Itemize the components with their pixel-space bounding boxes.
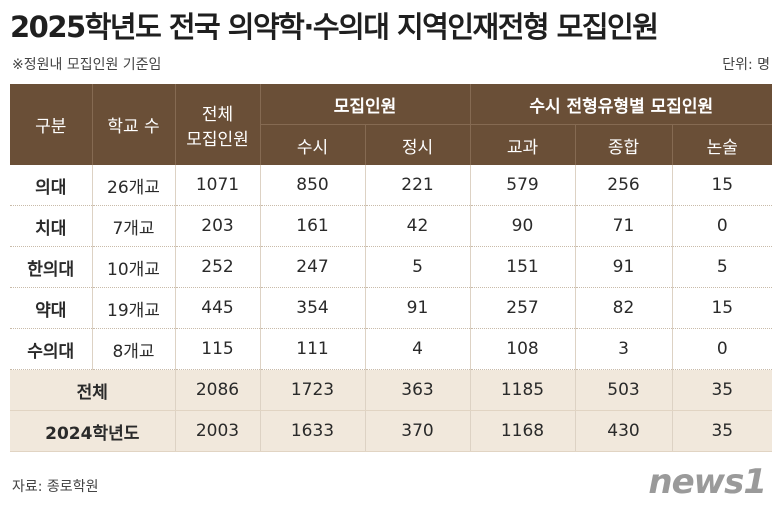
cell: 0 bbox=[671, 205, 773, 247]
table-row: 수의대 8개교 115 111 4 108 3 0 bbox=[10, 328, 773, 370]
table-row: 의대 26개교 1071 850 221 579 256 15 bbox=[10, 165, 773, 206]
cell: 1185 bbox=[469, 369, 575, 411]
cell: 579 bbox=[469, 165, 575, 206]
cell: 한의대 bbox=[10, 246, 92, 288]
cell: 약대 bbox=[10, 287, 92, 329]
header-row: 수시 정시 교과 종합 논술 bbox=[10, 124, 773, 165]
table-row: 한의대 10개교 252 247 5 151 91 5 bbox=[10, 246, 773, 288]
cell: 503 bbox=[574, 369, 672, 411]
cell: 2086 bbox=[174, 369, 260, 411]
cell: 치대 bbox=[10, 205, 92, 247]
cell: 15 bbox=[671, 287, 773, 329]
cell: 71 bbox=[574, 205, 672, 247]
header-group: 수시 전형유형별 모집인원 bbox=[469, 84, 773, 125]
cell: 2003 bbox=[174, 410, 260, 452]
cell: 354 bbox=[259, 287, 365, 329]
header-cell: 정시 bbox=[364, 124, 470, 165]
header-group: 모집인원 bbox=[259, 84, 470, 125]
cell: 445 bbox=[174, 287, 260, 329]
cell: 15 bbox=[671, 165, 773, 206]
cell: 26개교 bbox=[91, 165, 175, 206]
cell: 8개교 bbox=[91, 328, 175, 370]
table-row: 치대 7개교 203 161 42 90 71 0 bbox=[10, 205, 773, 247]
cell: 151 bbox=[469, 246, 575, 288]
header-cell: 구분 bbox=[10, 84, 92, 165]
cell: 370 bbox=[364, 410, 470, 452]
summary-row: 2024학년도 2003 1633 370 1168 430 35 bbox=[10, 410, 773, 452]
cell: 111 bbox=[259, 328, 365, 370]
cell: 203 bbox=[174, 205, 260, 247]
cell: 252 bbox=[174, 246, 260, 288]
cell: 35 bbox=[671, 369, 773, 411]
cell: 850 bbox=[259, 165, 365, 206]
cell: 전체 bbox=[10, 369, 175, 411]
table-row: 약대 19개교 445 354 91 257 82 15 bbox=[10, 287, 773, 329]
cell: 430 bbox=[574, 410, 672, 452]
cell: 247 bbox=[259, 246, 365, 288]
cell: 의대 bbox=[10, 165, 92, 206]
cell: 363 bbox=[364, 369, 470, 411]
cell: 10개교 bbox=[91, 246, 175, 288]
cell: 257 bbox=[469, 287, 575, 329]
header-cell: 수시 bbox=[259, 124, 365, 165]
unit: 단위: 명 bbox=[722, 57, 770, 73]
cell: 221 bbox=[364, 165, 470, 206]
cell: 82 bbox=[574, 287, 672, 329]
cell: 256 bbox=[574, 165, 672, 206]
header-cell: 교과 bbox=[469, 124, 575, 165]
cell: 90 bbox=[469, 205, 575, 247]
cell: 7개교 bbox=[91, 205, 175, 247]
header-line: 모집인원 bbox=[186, 129, 249, 150]
cell: 115 bbox=[174, 328, 260, 370]
cell: 1071 bbox=[174, 165, 260, 206]
cell: 2024학년도 bbox=[10, 410, 175, 452]
cell: 0 bbox=[671, 328, 773, 370]
cell: 35 bbox=[671, 410, 773, 452]
header-line: 전체 bbox=[201, 104, 234, 125]
header-cell: 논술 bbox=[671, 124, 773, 165]
header-cell: 학교 수 bbox=[91, 84, 175, 165]
note: ※정원내 모집인원 기준임 bbox=[12, 57, 162, 73]
table: 구분 학교 수 전체 모집인원 모집인원 수시 전형유형별 모집인원 수시 정시 교과… bbox=[10, 84, 773, 452]
logo: news1 bbox=[648, 462, 767, 502]
title: 2025학년도 전국 의약학·수의대 지역인재전형 모집인원 bbox=[10, 10, 659, 44]
cell: 1168 bbox=[469, 410, 575, 452]
cell: 91 bbox=[364, 287, 470, 329]
cell: 5 bbox=[364, 246, 470, 288]
cell: 1633 bbox=[259, 410, 365, 452]
cell: 108 bbox=[469, 328, 575, 370]
cell: 수의대 bbox=[10, 328, 92, 370]
summary-row: 전체 2086 1723 363 1185 503 35 bbox=[10, 369, 773, 411]
cell: 19개교 bbox=[91, 287, 175, 329]
source: 자료: 종로학원 bbox=[12, 479, 99, 495]
cell: 3 bbox=[574, 328, 672, 370]
cell: 42 bbox=[364, 205, 470, 247]
header-cell: 종합 bbox=[574, 124, 672, 165]
cell: 161 bbox=[259, 205, 365, 247]
cell: 4 bbox=[364, 328, 470, 370]
cell: 91 bbox=[574, 246, 672, 288]
cell: 5 bbox=[671, 246, 773, 288]
table-body: 의대 26개교 1071 850 221 579 256 15 치대 7개교 203 161 42 90 7… bbox=[10, 165, 773, 452]
cell: 1723 bbox=[259, 369, 365, 411]
